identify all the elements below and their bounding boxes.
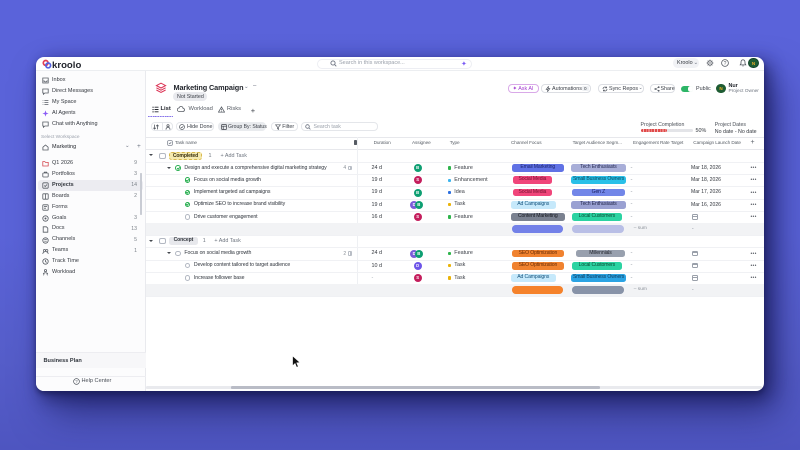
svg-text:?: ? (723, 61, 726, 67)
svg-text:?: ? (75, 379, 78, 384)
svg-text:kroolo: kroolo (52, 60, 81, 70)
